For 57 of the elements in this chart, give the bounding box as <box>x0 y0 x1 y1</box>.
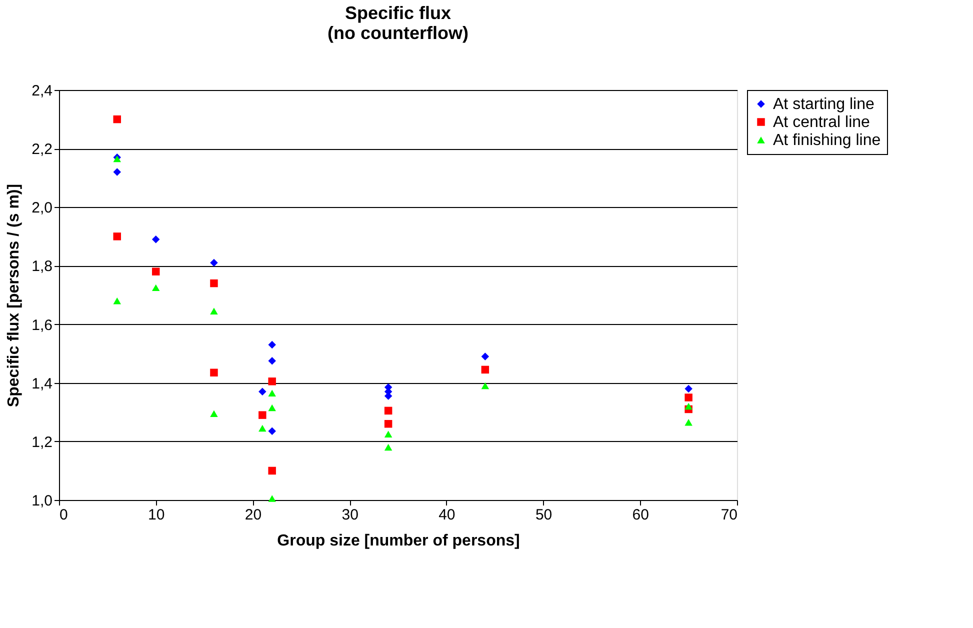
point <box>384 406 392 415</box>
point <box>684 402 692 410</box>
point <box>258 388 266 396</box>
point <box>384 444 392 451</box>
legend-label: At starting line <box>773 96 874 113</box>
y-tick-label: 1,2 <box>32 434 52 451</box>
point <box>210 258 218 267</box>
point <box>210 410 218 417</box>
x-tick-label: 20 <box>244 506 262 524</box>
x-tick-label: 60 <box>632 506 649 524</box>
x-tick-label: 70 <box>720 506 738 524</box>
point <box>113 232 121 240</box>
point <box>684 384 692 393</box>
y-tick-label: 1,6 <box>32 316 52 334</box>
text: Specific flux <box>344 3 452 23</box>
point <box>210 308 218 314</box>
point <box>268 495 276 502</box>
point <box>268 390 276 396</box>
point <box>258 424 266 432</box>
point <box>481 352 490 360</box>
x-tick-label: 40 <box>438 506 456 524</box>
point <box>268 466 276 475</box>
point <box>684 419 692 426</box>
legend-label: At central line <box>773 114 870 131</box>
point <box>268 340 276 349</box>
point <box>113 115 121 124</box>
y-tick-label: 1,4 <box>32 375 52 392</box>
x-tick-label: 0 <box>60 506 68 524</box>
y-tick-label: 2,2 <box>32 141 52 158</box>
point <box>268 378 276 386</box>
point <box>210 279 218 288</box>
text: (no counterflow) <box>328 23 468 43</box>
point <box>481 366 490 374</box>
point <box>152 235 160 244</box>
point <box>384 420 392 428</box>
y-tick-label: 2,4 <box>32 82 52 100</box>
x-tick-label: 50 <box>535 506 552 524</box>
point <box>113 168 121 176</box>
point <box>152 268 160 276</box>
point <box>384 430 392 438</box>
x-axis-title: Group size [number of persons] <box>277 532 520 550</box>
x-tick-label: 30 <box>342 506 358 524</box>
y-axis-title: Specific flux [persons / (s m)] <box>6 184 23 408</box>
point <box>268 427 276 436</box>
y-tick-label: 2,0 <box>32 200 52 217</box>
point <box>684 394 692 402</box>
x-tick-label: 10 <box>148 506 165 524</box>
point <box>481 382 490 390</box>
point <box>258 411 266 419</box>
y-tick-label: 1,8 <box>32 258 52 276</box>
point <box>268 357 276 365</box>
point <box>210 368 218 376</box>
point <box>152 284 160 292</box>
legend-label: At finishing line <box>773 132 881 149</box>
y-tick-label: 1,0 <box>32 492 52 510</box>
point <box>113 298 121 304</box>
point <box>268 404 276 412</box>
